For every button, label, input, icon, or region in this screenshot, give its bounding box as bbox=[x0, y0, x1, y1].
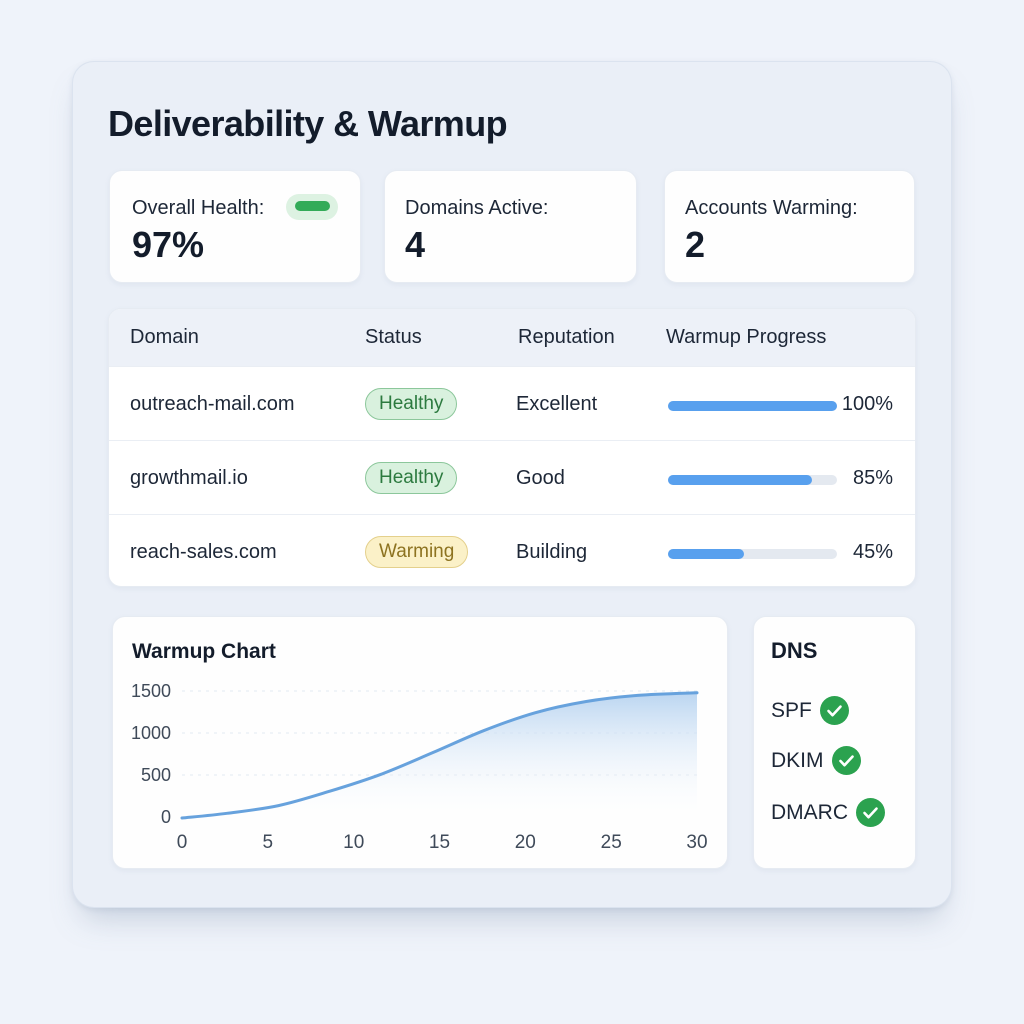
svg-text:0: 0 bbox=[161, 807, 171, 827]
svg-text:25: 25 bbox=[601, 832, 622, 853]
svg-text:500: 500 bbox=[141, 765, 171, 785]
svg-text:0: 0 bbox=[177, 832, 188, 853]
svg-text:5: 5 bbox=[263, 832, 274, 853]
svg-text:10: 10 bbox=[343, 832, 364, 853]
svg-text:1000: 1000 bbox=[131, 723, 171, 743]
svg-text:1500: 1500 bbox=[131, 681, 171, 701]
svg-text:30: 30 bbox=[686, 832, 707, 853]
svg-text:20: 20 bbox=[515, 832, 536, 853]
svg-text:15: 15 bbox=[429, 832, 450, 853]
